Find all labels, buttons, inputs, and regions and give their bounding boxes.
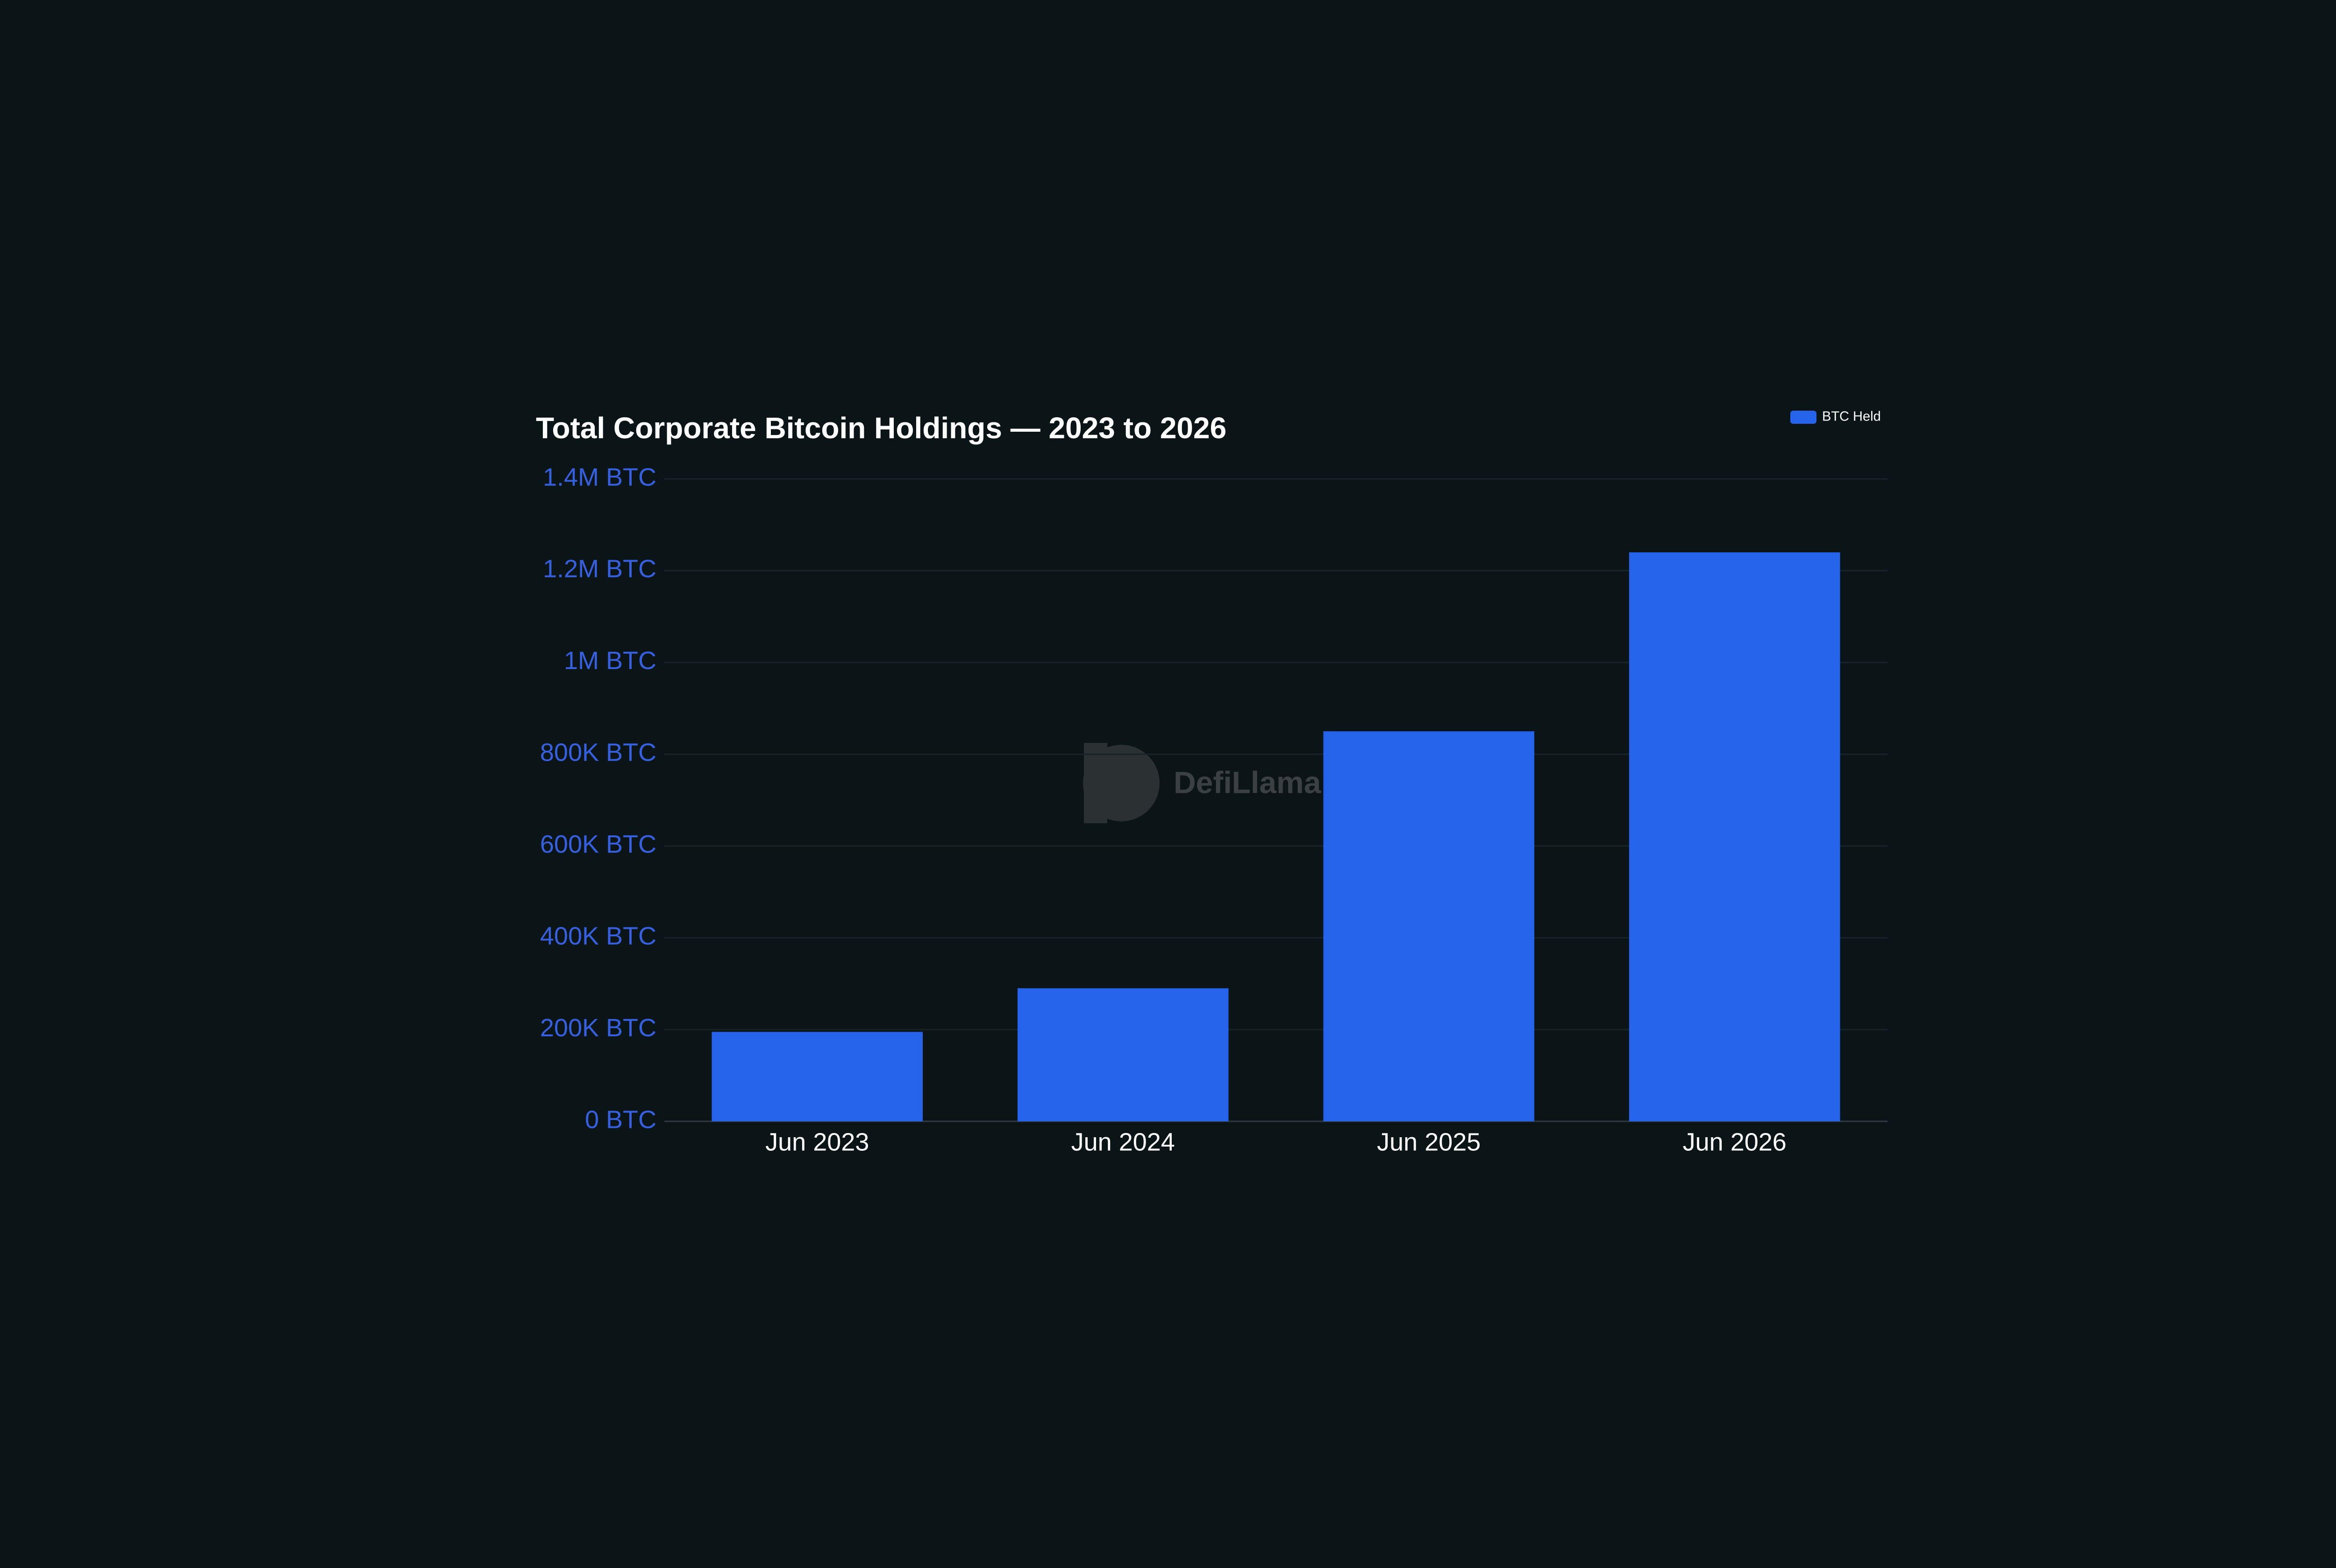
bar — [1629, 552, 1840, 1121]
legend-swatch — [1790, 411, 1816, 424]
y-tick-label: 800K BTC — [540, 739, 656, 767]
y-tick-label: 200K BTC — [540, 1014, 656, 1042]
watermark: DefiLlama — [1174, 765, 1322, 799]
x-tick-label: Jun 2024 — [1071, 1128, 1175, 1156]
x-tick-label: Jun 2026 — [1683, 1128, 1787, 1156]
y-tick-label: 1.2M BTC — [543, 555, 656, 583]
bar — [1323, 731, 1535, 1121]
x-tick-label: Jun 2023 — [765, 1128, 869, 1156]
bar — [1017, 988, 1229, 1121]
watermark-logo — [1083, 743, 1160, 823]
bar — [712, 1032, 923, 1121]
y-tick-label: 1.4M BTC — [543, 463, 656, 491]
y-tick-label: 400K BTC — [540, 922, 656, 950]
legend-label: BTC Held — [1822, 409, 1881, 424]
y-tick-label: 600K BTC — [540, 830, 656, 858]
watermark-bar — [1084, 743, 1107, 823]
y-tick-label: 0 BTC — [585, 1105, 656, 1133]
chart-title: Total Corporate Bitcoin Holdings — 2023 … — [536, 411, 1226, 445]
y-tick-label: 1M BTC — [564, 647, 656, 675]
x-tick-label: Jun 2025 — [1377, 1128, 1481, 1156]
